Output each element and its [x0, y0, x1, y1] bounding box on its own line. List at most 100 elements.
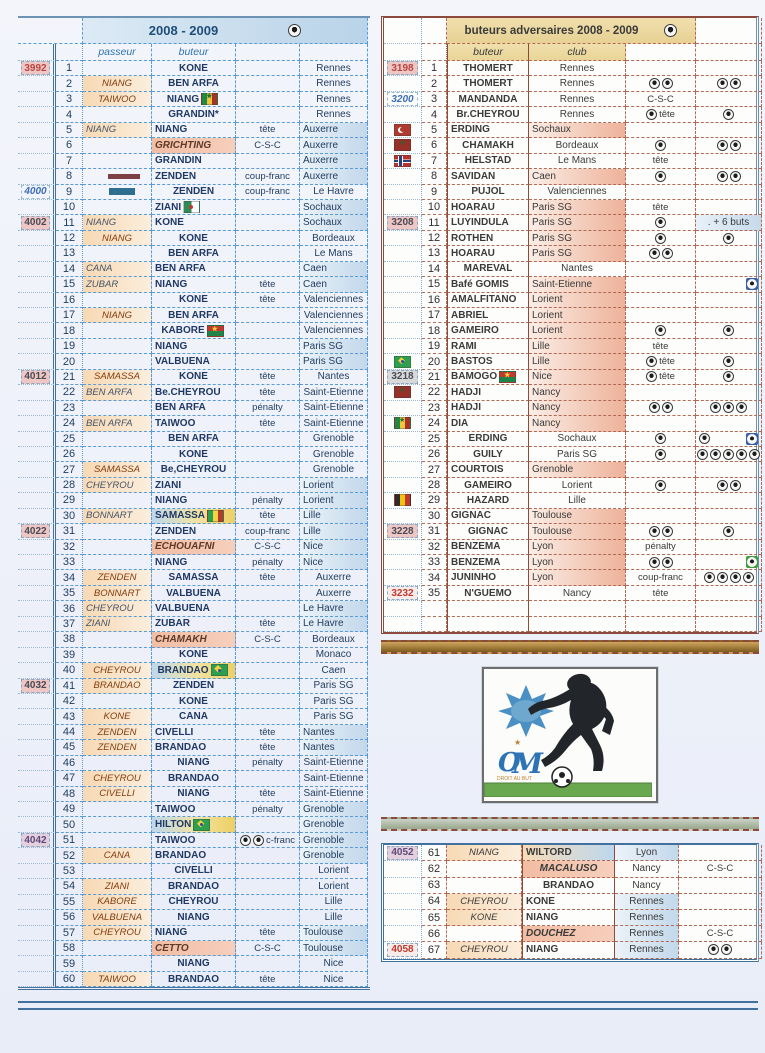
row-id-cell — [384, 261, 422, 278]
club-cell: Paris SG — [300, 338, 368, 355]
row-number: 21 — [56, 369, 83, 386]
club-cell: Caen — [529, 169, 626, 185]
method-cell: C-S-C — [679, 861, 762, 878]
empty-cell — [422, 601, 447, 617]
buteur-cell: NIANG — [522, 942, 615, 959]
buteur-cell: DIA — [447, 416, 529, 432]
blue-square-ball-icon — [746, 278, 758, 291]
row-id-cell — [18, 308, 56, 324]
right-table-title: buteurs adversaires 2008 - 2009 — [447, 18, 696, 44]
bar-red-mark — [108, 173, 140, 179]
goal-ball-icon — [655, 139, 666, 151]
opponents-block-wrap: buteurs adversaires 2008 - 2009 buteur c… — [381, 16, 762, 962]
club-cell: Auxerre — [300, 169, 368, 185]
club-cell: Lille — [300, 894, 368, 911]
row-number: 43 — [56, 709, 83, 725]
bel-flag-icon — [394, 494, 411, 507]
om-logo: O M ★ DROIT AU BUT — [497, 738, 544, 782]
club-cell: Lyon — [529, 570, 626, 586]
row-id-cell: 3992 — [18, 61, 56, 77]
passeur-cell — [83, 555, 152, 571]
goal-ball-icon — [697, 448, 708, 460]
row-id-cell — [18, 138, 56, 154]
club-cell: Toulouse — [300, 925, 368, 941]
row-number: 13 — [56, 246, 83, 262]
extra-goals-cell — [696, 153, 762, 170]
buteur-cell: ZIANI — [152, 199, 236, 216]
row-id-cell — [384, 323, 422, 339]
buteur-cell: BRANDAO — [522, 877, 615, 894]
buteur-cell: KONE — [152, 446, 236, 463]
club-column-header: club — [529, 44, 626, 61]
passeur-cell: CHEYROU — [83, 601, 152, 617]
row-number: 45 — [56, 740, 83, 756]
buteur-cell: ABRIEL — [447, 308, 529, 324]
left-header-spacer — [56, 44, 83, 61]
extra-goals-cell — [696, 539, 762, 555]
extra-goals-cell — [696, 184, 762, 200]
row-number: 40 — [56, 663, 83, 679]
svg-text:M: M — [511, 747, 544, 780]
extra-goals-cell — [696, 76, 762, 92]
buteur-cell: KONE — [152, 693, 236, 710]
row-number: 30 — [422, 508, 447, 525]
right-header-spacer — [696, 44, 762, 61]
row-id-cell — [384, 354, 422, 370]
club-cell: Caen — [300, 261, 368, 278]
row-number: 29 — [422, 493, 447, 509]
row-number: 1 — [422, 61, 447, 77]
passeur-cell — [83, 647, 152, 664]
buteur-cell: LUYINDULA — [447, 215, 529, 231]
passeur-cell — [447, 861, 522, 878]
method-cell — [236, 446, 300, 463]
club-cell: Le Havre — [300, 184, 368, 200]
right-header-spacer — [422, 18, 447, 44]
method-cell: tête — [236, 925, 300, 941]
club-cell: Nice — [529, 369, 626, 386]
buteur-cell: MANDANDA — [447, 91, 529, 108]
passeur-cell: TAIWOO — [83, 971, 152, 988]
buteur-cell: BEN ARFA — [152, 400, 236, 417]
goal-ball-icon — [723, 525, 734, 537]
row-id-cell — [18, 416, 56, 432]
method-cell: tête — [236, 508, 300, 525]
page-bottom-frame — [18, 1001, 758, 1010]
goal-ball-icon — [655, 170, 666, 182]
buteur-cell: NIANG — [152, 956, 236, 972]
club-cell: Nantes — [300, 369, 368, 386]
row-id-cell — [384, 246, 422, 262]
passeur-cell — [83, 817, 152, 833]
passeur-cell: NIANG — [83, 308, 152, 324]
row-id-cell: 4032 — [18, 678, 56, 694]
club-cell: Rennes — [300, 61, 368, 77]
buteur-cell: ERDING — [447, 431, 529, 447]
goal-ball-icon — [723, 109, 734, 121]
passeur-cell — [83, 693, 152, 710]
row-id-cell — [18, 338, 56, 355]
method-cell — [236, 261, 300, 278]
passeur-cell — [83, 292, 152, 308]
buteur-cell: BEN ARFA — [152, 261, 236, 278]
match-id: 3218 — [387, 369, 418, 384]
row-number: 7 — [422, 153, 447, 170]
method-cell — [236, 199, 300, 216]
club-cell: Paris SG — [529, 446, 626, 463]
sen-flag-icon — [201, 92, 219, 106]
ball-icon — [551, 766, 573, 788]
extra-goals-cell — [696, 416, 762, 432]
extra-goals-cell — [696, 585, 762, 602]
passeur-cell: CHEYROU — [447, 942, 522, 959]
row-number: 52 — [56, 848, 83, 864]
row-id-cell — [18, 246, 56, 262]
mar-flag-icon — [394, 386, 411, 399]
passeur-cell: ZIANI — [83, 616, 152, 633]
row-id-cell: 3232 — [384, 585, 422, 602]
row-number: 18 — [422, 323, 447, 339]
row-id-cell: 4042 — [18, 832, 56, 849]
row-number: 3 — [422, 91, 447, 108]
buteur-cell: Be.CHEYROU — [152, 385, 236, 401]
method-cell: tête — [236, 292, 300, 308]
row-number: 9 — [56, 184, 83, 200]
buteur-cell: NIANG — [152, 277, 236, 293]
row-number: 36 — [56, 601, 83, 617]
